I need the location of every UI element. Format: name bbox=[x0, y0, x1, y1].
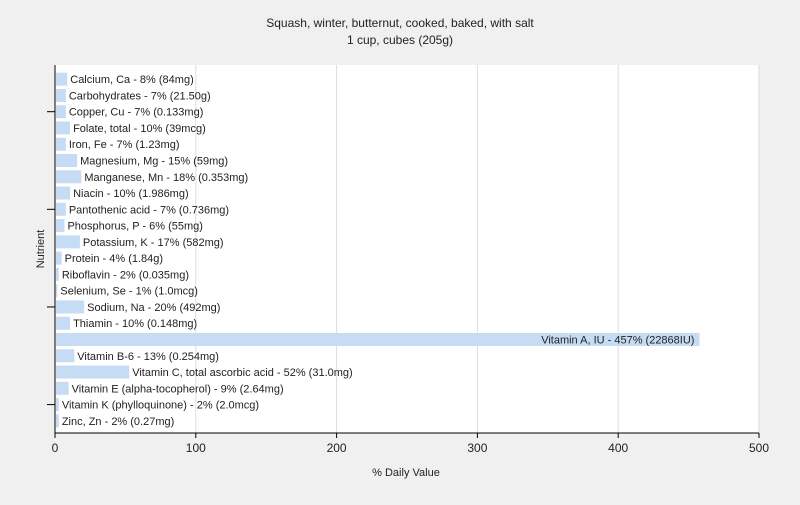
bar-label-14: Sodium, Na - 20% (492mg) bbox=[87, 302, 220, 314]
bar-label-20: Vitamin K (phylloquinone) - 2% (2.0mcg) bbox=[62, 400, 259, 412]
bar-labels: Calcium, Ca - 8% (84mg) Carbohydrates - 7… bbox=[60, 74, 694, 428]
bar-label-2: Copper, Cu - 7% (0.133mg) bbox=[69, 107, 204, 119]
bar-1 bbox=[56, 88, 66, 102]
bar-11 bbox=[56, 251, 62, 265]
bar-label-3: Folate, total - 10% (39mcg) bbox=[73, 123, 206, 135]
bar-10 bbox=[56, 235, 80, 249]
bar-18 bbox=[56, 365, 130, 379]
bar-4 bbox=[56, 137, 66, 151]
plot-area bbox=[55, 65, 759, 433]
bar-12 bbox=[56, 267, 59, 281]
bar-20 bbox=[56, 398, 59, 412]
x-tick-label-100: 100 bbox=[186, 441, 206, 455]
x-axis-label: % Daily Value bbox=[372, 467, 440, 479]
bar-5 bbox=[56, 154, 78, 167]
bar-9 bbox=[56, 219, 65, 233]
bar-label-10: Potassium, K - 17% (582mg) bbox=[83, 237, 224, 249]
bar-15 bbox=[56, 316, 71, 330]
x-tick-label-400: 400 bbox=[608, 441, 628, 455]
bar-label-0: Calcium, Ca - 8% (84mg) bbox=[70, 74, 193, 86]
bar-6 bbox=[56, 170, 82, 184]
bar-label-13: Selenium, Se - 1% (1.0mcg) bbox=[60, 286, 198, 298]
bars bbox=[56, 72, 700, 428]
bar-label-12: Riboflavin - 2% (0.035mg) bbox=[62, 269, 189, 281]
bar-label-1: Carbohydrates - 7% (21.50g) bbox=[69, 90, 211, 102]
y-axis-label: Nutrient bbox=[35, 230, 47, 269]
x-tick-label-300: 300 bbox=[467, 441, 487, 455]
bar-13 bbox=[56, 284, 58, 298]
bar-label-4: Iron, Fe - 7% (1.23mg) bbox=[69, 139, 180, 151]
x-tick-label-500: 500 bbox=[749, 441, 769, 455]
bar-14 bbox=[56, 300, 85, 314]
chart-subtitle: 1 cup, cubes (205g) bbox=[347, 33, 453, 47]
x-axis-ticks: 0 100 200 300 400 500 bbox=[52, 433, 769, 455]
chart-title: Squash, winter, butternut, cooked, baked… bbox=[266, 16, 534, 30]
bar-label-8: Pantothenic acid - 7% (0.736mg) bbox=[69, 204, 229, 216]
bar-label-21: Zinc, Zn - 2% (0.27mg) bbox=[62, 416, 174, 428]
bar-label-16: Vitamin A, IU - 457% (22868IU) bbox=[541, 335, 694, 347]
bar-2 bbox=[56, 105, 66, 119]
bar-label-11: Protein - 4% (1.84g) bbox=[65, 253, 163, 265]
bar-label-5: Magnesium, Mg - 15% (59mg) bbox=[80, 156, 228, 168]
x-tick-label-200: 200 bbox=[327, 441, 347, 455]
y-axis-ticks bbox=[47, 111, 55, 406]
bar-label-7: Niacin - 10% (1.986mg) bbox=[73, 188, 189, 200]
bar-8 bbox=[56, 202, 66, 216]
bar-label-9: Phosphorus, P - 6% (55mg) bbox=[67, 221, 203, 233]
bar-19 bbox=[56, 381, 69, 395]
bar-label-6: Manganese, Mn - 18% (0.353mg) bbox=[84, 172, 248, 184]
bar-17 bbox=[56, 349, 75, 363]
grid-lines bbox=[195, 65, 760, 433]
x-tick-label-0: 0 bbox=[52, 441, 59, 455]
bar-21 bbox=[56, 414, 59, 428]
bar-label-18: Vitamin C, total ascorbic acid - 52% (31… bbox=[132, 367, 353, 379]
bar-label-19: Vitamin E (alpha-tocopherol) - 9% (2.64m… bbox=[72, 383, 284, 395]
bar-0 bbox=[56, 72, 68, 86]
bar-7 bbox=[56, 186, 71, 200]
bar-label-17: Vitamin B-6 - 13% (0.254mg) bbox=[77, 351, 219, 363]
bar-16 bbox=[56, 333, 700, 346]
bar-label-15: Thiamin - 10% (0.148mg) bbox=[73, 318, 197, 330]
bar-3 bbox=[56, 121, 71, 135]
